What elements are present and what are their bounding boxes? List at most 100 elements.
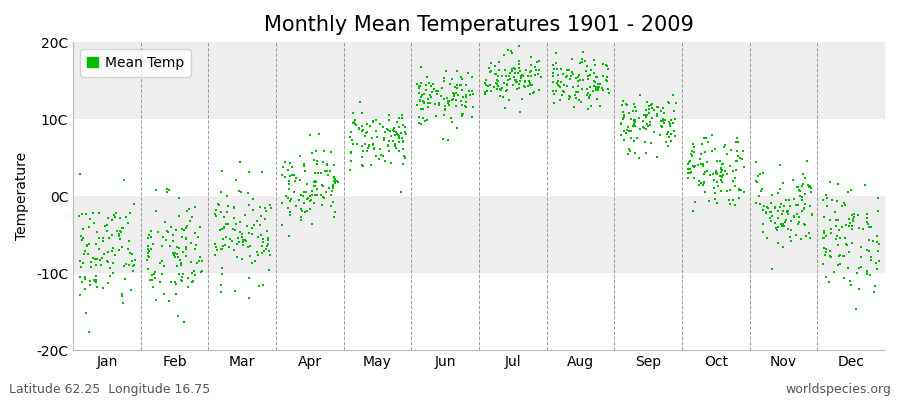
Point (658, 117, 672, 123)
Point (549, 50, 563, 56)
Point (220, 193, 234, 200)
Point (834, 224, 849, 230)
Point (178, 246, 193, 252)
Point (716, 161, 731, 167)
Point (831, 242, 845, 248)
Point (789, 202, 804, 208)
Point (870, 195, 885, 202)
Point (483, 68, 498, 74)
Point (121, 220, 135, 226)
Point (560, 83, 574, 89)
Point (770, 189, 785, 196)
Point (230, 235, 245, 242)
Bar (73, 273, 885, 350)
Point (860, 268, 874, 274)
Point (623, 148, 637, 154)
Point (835, 203, 850, 210)
Point (832, 253, 847, 259)
Point (590, 84, 605, 90)
Point (844, 282, 859, 288)
Point (257, 216, 272, 222)
Point (765, 266, 779, 272)
Point (436, 78, 451, 84)
Point (816, 228, 831, 234)
Point (83, 216, 97, 222)
Point (683, 170, 698, 176)
Point (72, 213, 86, 219)
Point (493, 86, 508, 92)
Point (723, 163, 737, 169)
Point (175, 234, 189, 240)
Point (98, 223, 112, 230)
Point (638, 112, 652, 118)
Point (105, 232, 120, 238)
Point (101, 280, 115, 286)
Point (796, 171, 810, 177)
Point (248, 258, 262, 264)
Point (547, 91, 562, 97)
Point (283, 232, 297, 239)
Point (293, 152, 308, 159)
Point (160, 186, 175, 192)
Point (861, 237, 876, 244)
Point (730, 157, 744, 164)
Point (832, 252, 847, 258)
Point (293, 214, 308, 220)
Point (126, 262, 140, 268)
Point (366, 144, 381, 151)
Point (614, 121, 628, 127)
Point (572, 60, 587, 67)
Point (659, 138, 673, 145)
Point (310, 186, 324, 193)
Point (776, 180, 790, 187)
Point (484, 88, 499, 94)
Point (119, 214, 133, 220)
Point (463, 92, 477, 98)
Point (93, 257, 107, 263)
Point (731, 139, 745, 146)
Point (550, 66, 564, 72)
Point (261, 237, 275, 244)
Point (662, 121, 677, 127)
Point (376, 124, 391, 130)
Point (284, 172, 299, 178)
Point (79, 310, 94, 316)
Point (184, 259, 199, 266)
Point (797, 175, 812, 181)
Point (385, 138, 400, 144)
Point (726, 196, 741, 203)
Point (588, 62, 602, 69)
Point (186, 268, 201, 274)
Point (600, 63, 615, 70)
Point (359, 130, 374, 136)
Point (77, 248, 92, 254)
Point (347, 119, 362, 126)
Point (778, 218, 793, 225)
Point (737, 189, 751, 195)
Point (562, 93, 576, 100)
Point (162, 187, 176, 193)
Point (500, 81, 514, 87)
Point (860, 215, 874, 222)
Point (229, 288, 243, 294)
Point (827, 209, 842, 215)
Point (622, 146, 636, 152)
Point (158, 219, 173, 226)
Point (324, 203, 338, 210)
Point (387, 143, 401, 149)
Point (768, 220, 782, 226)
Point (647, 107, 662, 113)
Point (363, 123, 377, 129)
Point (667, 116, 681, 122)
Point (650, 104, 664, 110)
Point (164, 278, 178, 285)
Point (444, 115, 458, 121)
Point (148, 296, 163, 303)
Point (368, 153, 382, 159)
Point (787, 213, 801, 220)
Point (795, 194, 809, 200)
Point (446, 90, 461, 97)
Point (582, 72, 597, 78)
Point (616, 116, 631, 122)
Point (654, 122, 669, 129)
